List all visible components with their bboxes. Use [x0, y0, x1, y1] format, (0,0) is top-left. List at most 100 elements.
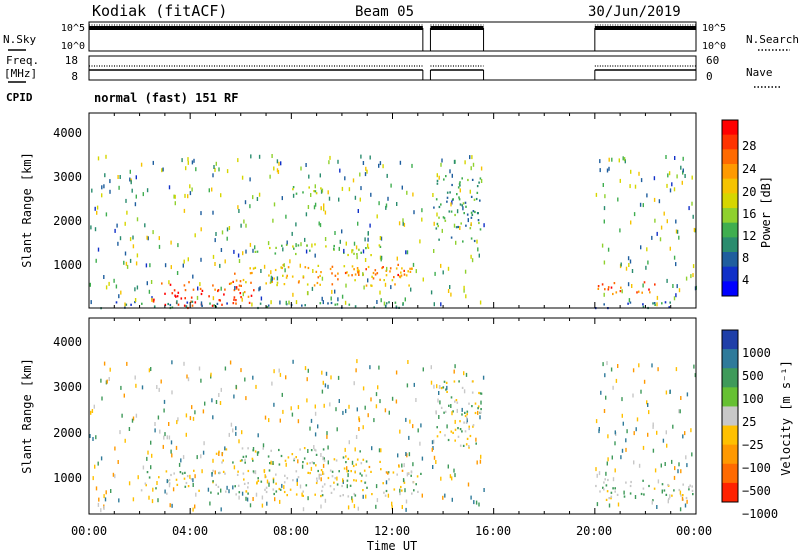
heatmap-scatter-cell	[444, 493, 446, 498]
heatmap-scatter-cell	[431, 440, 434, 445]
heatmap-scatter-cell	[306, 377, 308, 382]
heatmap-scatter-cell	[375, 404, 378, 409]
heatmap-scatter-cell	[183, 259, 185, 264]
heatmap-cell	[355, 479, 357, 482]
heatmap-scatter-cell	[345, 283, 347, 288]
heatmap-scatter-cell	[208, 188, 210, 193]
heatmap-scatter-cell	[409, 419, 411, 424]
heatmap-scatter-cell	[446, 424, 448, 429]
heatmap-scatter-cell	[219, 263, 221, 268]
heatmap-cell	[233, 296, 236, 299]
heatmap-cell	[382, 482, 384, 485]
heatmap-cell	[478, 391, 480, 395]
heatmap-scatter-cell	[323, 403, 325, 408]
heatmap-scatter-cell	[642, 203, 644, 208]
heatmap-cell	[302, 461, 304, 464]
heatmap-cell	[284, 459, 287, 462]
nsky-label: N.Sky	[3, 33, 36, 46]
heatmap-scatter-cell	[150, 465, 152, 470]
heatmap-cell	[190, 478, 193, 481]
heatmap-cell	[457, 435, 460, 438]
heatmap-scatter-cell	[629, 184, 631, 189]
heatmap-scatter-cell	[187, 257, 189, 262]
heatmap-scatter-cell	[396, 256, 398, 261]
heatmap-scatter-cell	[305, 212, 308, 217]
heatmap-cell	[444, 219, 447, 222]
heatmap-scatter-cell	[320, 477, 322, 482]
heatmap-cell	[297, 244, 300, 247]
heatmap-scatter-cell	[396, 202, 398, 206]
heatmap-scatter-cell	[241, 430, 243, 435]
heatmap-scatter-cell	[134, 287, 136, 292]
heatmap-scatter-cell	[132, 497, 135, 502]
heatmap-scatter-cell	[184, 193, 186, 198]
heatmap-cell	[357, 271, 359, 274]
heatmap-scatter-cell	[470, 495, 472, 500]
heatmap-cell	[356, 267, 359, 270]
heatmap-scatter-cell	[351, 496, 353, 501]
heatmap-cell	[287, 266, 290, 269]
heatmap-scatter-cell	[376, 214, 378, 219]
heatmap-scatter-cell	[438, 175, 440, 180]
heatmap-scatter-cell	[621, 448, 624, 453]
heatmap-scatter-cell	[430, 290, 433, 295]
heatmap-cell	[354, 279, 356, 282]
velocity-colorbar: 1000 500 100 25 −25 −100 −500 −1000 Velo…	[721, 329, 793, 521]
heatmap-scatter-cell	[676, 174, 678, 179]
heatmap-cell	[276, 284, 278, 287]
heatmap-scatter-cell	[343, 248, 345, 253]
heatmap-scatter-cell	[450, 202, 452, 207]
heatmap-cell	[336, 303, 339, 306]
heatmap-scatter-cell	[602, 362, 604, 367]
vel-cbar-tick-neg1000: −1000	[742, 507, 778, 521]
heatmap-scatter-cell	[252, 447, 255, 451]
heatmap-scatter-cell	[250, 154, 252, 159]
heatmap-scatter-cell	[402, 218, 404, 223]
heatmap-scatter-cell	[193, 158, 195, 163]
heatmap-cell	[365, 284, 368, 287]
heatmap-cell	[181, 472, 184, 475]
heatmap-scatter-cell	[94, 464, 96, 469]
heatmap-scatter-cell	[453, 369, 455, 374]
heatmap-scatter-cell	[95, 435, 97, 440]
heatmap-cell	[215, 305, 217, 308]
heatmap-cell	[302, 275, 305, 278]
heatmap-cell	[319, 283, 321, 286]
heatmap-cell	[176, 295, 179, 298]
power-cbar-tick-24: 24	[742, 162, 756, 176]
heatmap-scatter-cell	[210, 372, 212, 377]
heatmap-scatter-cell	[440, 263, 442, 268]
heatmap-scatter-cell	[682, 168, 684, 173]
heatmap-cell	[232, 302, 235, 305]
heatmap-cell	[313, 284, 316, 287]
heatmap-cell	[254, 266, 257, 269]
heatmap-scatter-cell	[126, 264, 129, 269]
heatmap-cell	[362, 489, 364, 492]
heatmap-scatter-cell	[123, 393, 125, 398]
heatmap-scatter-cell	[342, 410, 344, 415]
heatmap-cell	[269, 462, 271, 465]
beam-label: Beam 05	[355, 4, 414, 20]
heatmap-scatter-cell	[238, 439, 240, 444]
heatmap-scatter-cell	[146, 456, 148, 461]
heatmap-cell	[333, 481, 335, 484]
heatmap-cell	[623, 495, 626, 498]
heatmap-scatter-cell	[194, 504, 196, 509]
heatmap-scatter-cell	[375, 392, 378, 397]
heatmap-scatter-cell	[419, 239, 421, 244]
heatmap-cell	[595, 484, 597, 488]
heatmap-scatter-cell	[146, 188, 149, 193]
heatmap-cell	[450, 210, 453, 213]
heatmap-scatter-cell	[291, 412, 294, 417]
heatmap-cell	[224, 288, 226, 291]
freq-panel-frame	[88, 55, 697, 81]
heatmap-cell	[347, 253, 349, 257]
heatmap-scatter-cell	[642, 445, 645, 450]
heatmap-scatter-cell	[371, 446, 373, 451]
heatmap-scatter-cell	[664, 462, 666, 466]
heatmap-cell	[267, 304, 270, 307]
heatmap-scatter-cell	[450, 292, 452, 297]
heatmap-cell	[367, 246, 370, 249]
heatmap-scatter-cell	[92, 476, 94, 481]
heatmap-cell	[610, 497, 612, 500]
